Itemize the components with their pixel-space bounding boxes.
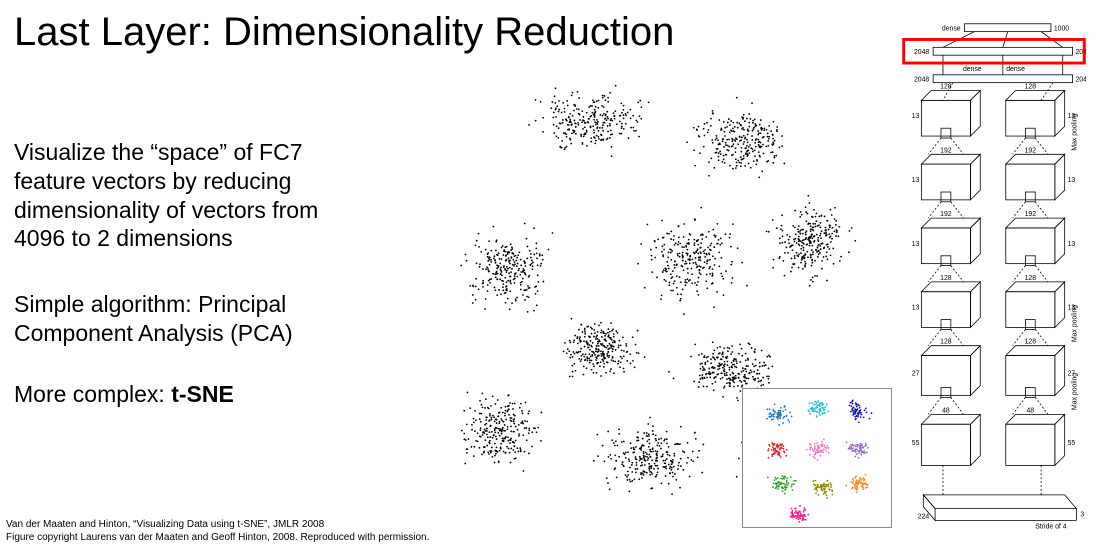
- svg-text:48: 48: [942, 407, 950, 414]
- p3-bold: t-SNE: [171, 381, 234, 407]
- svg-text:Max pooling: Max pooling: [1071, 373, 1078, 410]
- citation-line-1: Van der Maaten and Hinton, “Visualizing …: [6, 519, 429, 532]
- svg-text:192: 192: [940, 211, 952, 218]
- svg-text:27: 27: [912, 370, 920, 377]
- svg-text:dense: dense: [1006, 66, 1025, 73]
- paragraph-2: Simple algorithm: Principal Component An…: [14, 290, 374, 348]
- svg-text:13: 13: [1068, 241, 1076, 248]
- svg-text:224: 224: [918, 513, 930, 520]
- svg-text:2048: 2048: [1075, 77, 1086, 84]
- svg-text:dense: dense: [963, 66, 982, 73]
- svg-text:128: 128: [940, 339, 952, 346]
- svg-text:13: 13: [912, 241, 920, 248]
- svg-text:1000: 1000: [1054, 26, 1069, 33]
- svg-text:55: 55: [1068, 440, 1076, 447]
- svg-text:55: 55: [912, 440, 920, 447]
- svg-text:192: 192: [1025, 211, 1037, 218]
- svg-text:2048: 2048: [914, 77, 929, 84]
- p3-prefix: More complex:: [14, 381, 171, 407]
- svg-text:13: 13: [912, 113, 920, 120]
- svg-text:13: 13: [912, 305, 920, 312]
- svg-text:128: 128: [1025, 339, 1037, 346]
- citation-line-2: Figure copyright Laurens van der Maaten …: [6, 532, 429, 545]
- svg-text:128: 128: [940, 84, 952, 91]
- tsne-scatter-inset-frame: [742, 388, 892, 528]
- svg-text:128: 128: [1025, 84, 1037, 91]
- svg-text:3: 3: [1080, 511, 1084, 518]
- svg-text:Max pooling: Max pooling: [1071, 305, 1078, 342]
- svg-text:128: 128: [1025, 275, 1037, 282]
- slide-title: Last Layer: Dimensionality Reduction: [14, 10, 674, 55]
- svg-text:13: 13: [912, 177, 920, 184]
- svg-text:Stride of 4: Stride of 4: [1035, 523, 1066, 530]
- svg-text:13: 13: [1068, 177, 1076, 184]
- citation: Van der Maaten and Hinton, “Visualizing …: [6, 519, 429, 544]
- tsne-scatter-inset: [743, 389, 893, 529]
- paragraph-3: More complex: t-SNE: [14, 380, 374, 409]
- svg-text:48: 48: [1026, 407, 1034, 414]
- svg-text:Max pooling: Max pooling: [1071, 113, 1078, 150]
- svg-text:2048: 2048: [914, 49, 929, 56]
- paragraph-1: Visualize the “space” of FC7 feature vec…: [14, 138, 374, 253]
- svg-text:192: 192: [1025, 147, 1037, 154]
- svg-text:dense: dense: [942, 26, 961, 33]
- alexnet-architecture-diagram: dense10002048204820482048densedense12813…: [902, 12, 1086, 542]
- svg-text:192: 192: [940, 147, 952, 154]
- svg-text:128: 128: [940, 275, 952, 282]
